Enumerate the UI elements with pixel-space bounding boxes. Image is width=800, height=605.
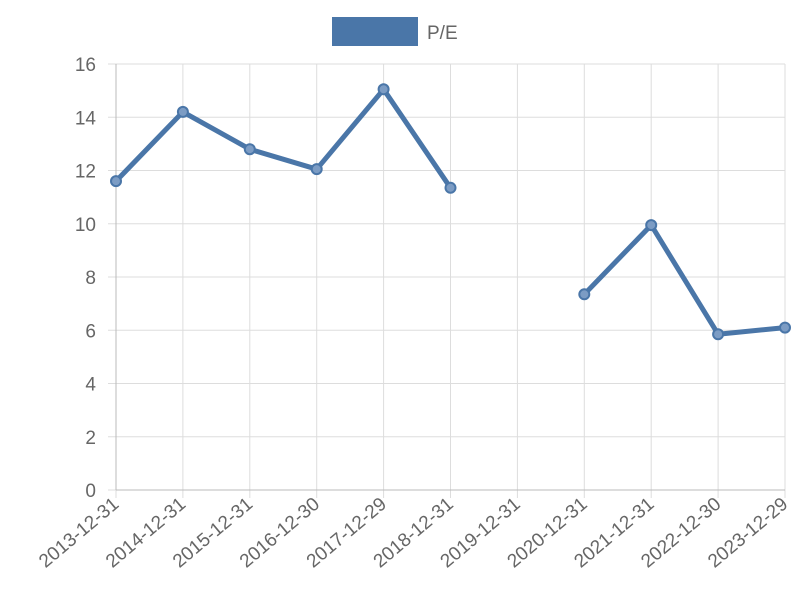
point bbox=[377, 83, 390, 96]
point bbox=[712, 328, 725, 341]
y-tick-label: 0 bbox=[85, 481, 96, 502]
point bbox=[779, 321, 791, 334]
y-tick-label: 2 bbox=[85, 428, 96, 449]
y-tick-label: 10 bbox=[75, 215, 96, 236]
y-tick-label: 4 bbox=[85, 375, 96, 396]
point bbox=[243, 143, 256, 156]
legend-swatch bbox=[332, 17, 418, 46]
legend-label: P/E bbox=[427, 23, 458, 44]
y-tick-label: 6 bbox=[85, 321, 96, 342]
y-tick-label: 14 bbox=[75, 108, 97, 129]
point bbox=[110, 175, 122, 188]
point bbox=[310, 163, 323, 176]
point bbox=[645, 219, 658, 232]
y-tick-label: 16 bbox=[75, 55, 96, 76]
line bbox=[114, 86, 786, 337]
point bbox=[578, 288, 591, 301]
y-tick-label: 8 bbox=[85, 268, 96, 289]
y-tick-label: 12 bbox=[75, 162, 96, 183]
point bbox=[444, 181, 457, 194]
point bbox=[176, 105, 189, 118]
